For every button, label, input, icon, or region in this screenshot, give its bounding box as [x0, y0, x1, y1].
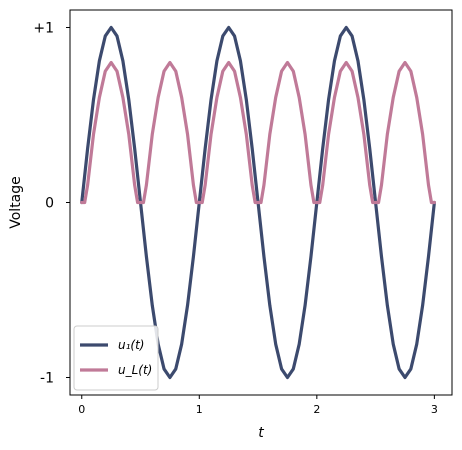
x-tick-label: 3: [431, 403, 438, 416]
x-tick-label: 1: [196, 403, 203, 416]
x-tick-label: 2: [313, 403, 320, 416]
plot-lines: [80, 25, 436, 380]
legend-label: u_L(t): [118, 363, 152, 377]
x-tick-label: 0: [78, 403, 85, 416]
legend-box: [73, 325, 159, 391]
y-axis-ticks: +1 0 -1: [33, 21, 70, 387]
y-tick-label: 0: [45, 196, 54, 212]
x-axis-ticks: 0 1 2 3: [78, 395, 438, 416]
legend-label: u₁(t): [118, 338, 144, 352]
y-axis-label: Voltage: [8, 176, 24, 229]
x-axis-label: t: [258, 425, 264, 441]
legend: u₁(t) u_L(t): [73, 325, 159, 391]
y-tick-label: -1: [40, 371, 54, 387]
series-line-2: [80, 60, 436, 205]
y-tick-label: +1: [33, 21, 54, 37]
